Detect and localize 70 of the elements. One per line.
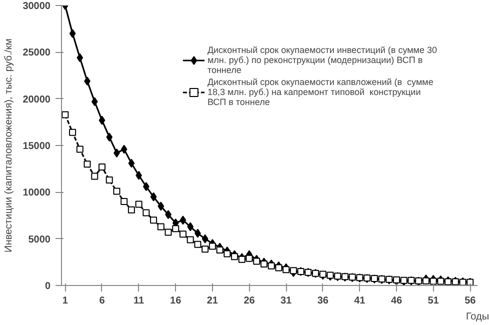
x-tick-label: 36 (317, 296, 329, 306)
point (113, 188, 120, 195)
point (76, 146, 84, 153)
point (260, 260, 268, 268)
point (106, 132, 113, 142)
point (62, 111, 69, 118)
x-tick-label: 41 (354, 296, 366, 306)
point (202, 234, 208, 244)
point (231, 253, 238, 260)
point (172, 225, 180, 232)
y-tick-label: 15000 (22, 141, 51, 152)
point (290, 267, 297, 274)
point (422, 277, 430, 284)
point (437, 278, 444, 285)
point (91, 97, 98, 106)
point (128, 158, 135, 168)
point (282, 266, 290, 274)
point (135, 200, 142, 208)
point (187, 222, 194, 232)
point (84, 160, 91, 168)
point (268, 262, 275, 270)
point (91, 172, 98, 180)
point (98, 163, 106, 170)
point (106, 176, 113, 184)
point (120, 198, 128, 205)
legend-label: Дисконтный срок окупаемости инвестиций (в сумме 30 млн. руб.) по реконструкции (модернизации) ВСП в тоннеле (207, 45, 437, 75)
point (150, 192, 157, 202)
y-tick-label: 5000 (28, 234, 51, 246)
y-tick-label: 10000 (22, 188, 51, 199)
point (253, 258, 260, 265)
y-tick-label: 0 (44, 281, 51, 292)
x-axis-title: Годы (466, 312, 489, 322)
point (128, 206, 135, 214)
point (224, 250, 231, 258)
point (157, 223, 164, 230)
point (120, 144, 128, 154)
x-tick-label: 1 (62, 296, 68, 306)
point (238, 256, 246, 263)
point (208, 242, 216, 250)
x-tick-label: 46 (390, 296, 403, 306)
x-tick-label: 51 (428, 296, 440, 306)
x-tick-label: 16 (170, 296, 182, 306)
point (69, 29, 76, 38)
x-tick-label: 26 (244, 296, 256, 306)
point (216, 246, 224, 254)
point (179, 230, 186, 238)
point (158, 202, 164, 211)
y-tick-label: 25000 (22, 48, 51, 59)
point (98, 116, 106, 125)
point (275, 264, 282, 272)
y-tick-label: 20000 (22, 94, 51, 106)
point (186, 236, 194, 244)
x-tick-label: 11 (134, 296, 145, 306)
point (76, 53, 84, 62)
point (194, 240, 202, 248)
point (430, 278, 437, 285)
point (202, 246, 209, 253)
x-tick-label: 31 (280, 296, 292, 306)
point (69, 128, 76, 136)
point (180, 216, 186, 225)
point (246, 254, 253, 262)
x-tick-label: 21 (206, 296, 218, 306)
x-tick-label: 56 (464, 296, 476, 306)
x-tick-label: 6 (99, 296, 106, 306)
y-tick-label: 30000 (22, 1, 51, 12)
legend-label: Дисконтный срок окупаемости капвложений (в сумме 18,3 млн. руб.) на капремонт типовой конструкции ВСП в тоннеле (207, 77, 434, 107)
y-axis-title: Инвестиции (капиталовложения), тыс. руб./км (4, 38, 15, 252)
point (142, 209, 150, 216)
point (150, 216, 158, 224)
point (164, 228, 172, 236)
